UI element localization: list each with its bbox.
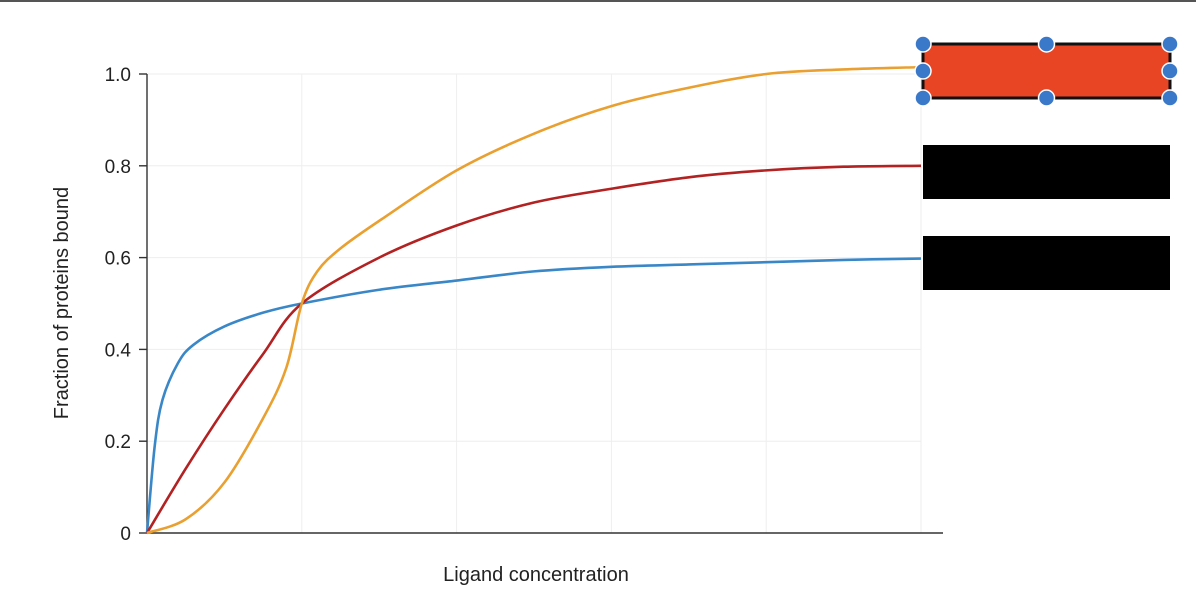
resize-handle[interactable] (914, 35, 932, 53)
series-line-1 (145, 257, 922, 534)
y-ticks: 0 0.2 0.4 0.6 0.8 1.0 (105, 65, 147, 545)
curves (145, 65, 922, 535)
resize-handle[interactable] (1037, 89, 1056, 107)
series-line-2 (145, 164, 922, 534)
resize-handle[interactable] (914, 89, 932, 107)
resize-handle[interactable] (1037, 35, 1056, 53)
resize-handle[interactable] (1161, 62, 1179, 80)
y-tick-label: 0.8 (105, 157, 131, 178)
top-divider (0, 0, 1196, 2)
legend-swatch-2[interactable] (923, 145, 1170, 199)
resize-handle[interactable] (1161, 89, 1179, 107)
y-tick-label: 1.0 (105, 65, 131, 86)
resize-handle[interactable] (1161, 35, 1179, 53)
y-tick-label: 0.2 (105, 432, 131, 453)
y-tick-label: 0.4 (105, 340, 132, 361)
legend (914, 35, 1179, 290)
resize-handle[interactable] (914, 62, 932, 80)
y-tick-label: 0.6 (105, 249, 131, 270)
axes (146, 74, 943, 534)
grid (147, 73, 922, 533)
y-tick-label: 0 (120, 524, 131, 545)
series-line-3 (146, 65, 922, 535)
y-axis-label: Fraction of proteins bound (51, 187, 73, 419)
legend-swatch-3[interactable] (923, 236, 1170, 290)
x-axis-label: Ligand concentration (443, 564, 629, 586)
